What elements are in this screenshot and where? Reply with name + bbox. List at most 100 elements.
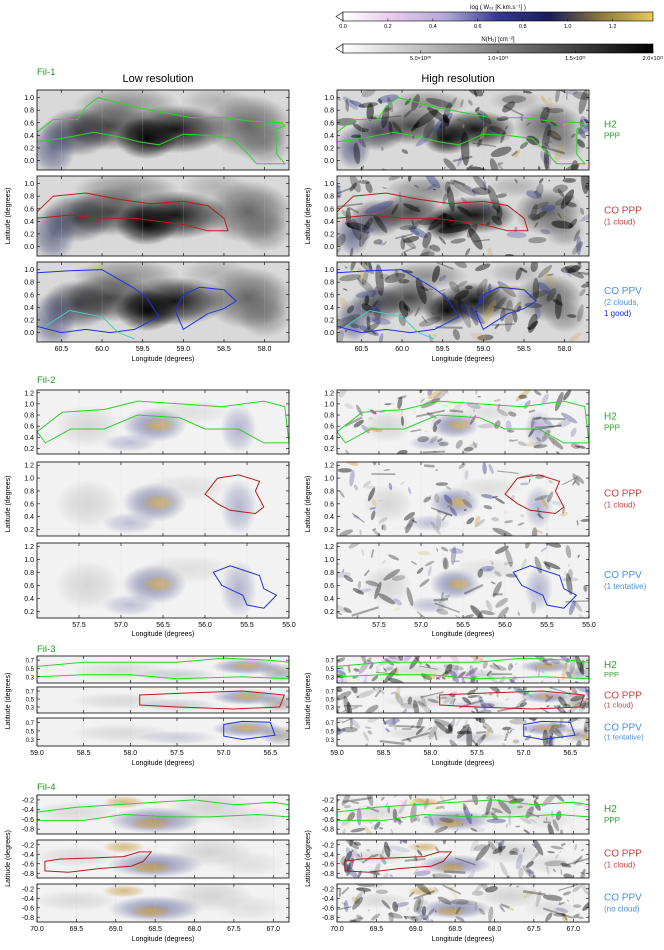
texture-speck xyxy=(417,849,423,857)
texture-speck xyxy=(353,484,358,491)
texture-speck xyxy=(433,873,436,878)
filament-streak xyxy=(471,739,479,746)
contour xyxy=(37,799,289,821)
texture-speck xyxy=(338,274,362,282)
colorbar-tick-label: 0.2 xyxy=(384,24,392,30)
texture-speck xyxy=(486,670,492,677)
filament-group-4: Fil-4-0.2-0.4-0.6-0.8-0.2-0.4-0.6-0.8H2P… xyxy=(5,782,642,943)
texture-speck xyxy=(416,896,424,915)
texture-speck xyxy=(345,98,350,112)
emission-blob xyxy=(259,694,289,712)
y-axis-label: Latitude (degrees) xyxy=(305,188,312,245)
texture-speck xyxy=(554,853,559,860)
panel-image xyxy=(37,176,289,256)
texture-speck xyxy=(565,573,573,595)
colorbar-tick-label: 1.0 xyxy=(564,24,572,30)
emission-blob xyxy=(342,892,410,909)
y-axis-label: Latitude (degrees) xyxy=(5,188,12,245)
y-tick-label: 0.2 xyxy=(24,317,34,324)
panel-image xyxy=(337,687,589,713)
texture-speck xyxy=(394,666,399,677)
texture-speck xyxy=(557,678,560,683)
texture-speck xyxy=(346,305,355,314)
emission-blob xyxy=(337,126,371,170)
colorbar-tick-label: 2.0×10²¹ xyxy=(643,56,664,62)
emission-blob xyxy=(406,797,441,808)
texture-speck xyxy=(456,730,472,735)
texture-speck xyxy=(364,200,394,214)
y-tick-label: 0.5 xyxy=(26,698,35,704)
texture-speck xyxy=(579,659,585,672)
texture-speck xyxy=(366,849,371,852)
y-tick-label: 0.2 xyxy=(24,527,34,534)
texture-speck xyxy=(397,818,402,825)
texture-speck xyxy=(505,125,508,130)
texture-speck xyxy=(350,323,360,329)
texture-speck xyxy=(379,499,382,502)
row-label-line: CO PPP xyxy=(604,206,642,217)
filament-streak xyxy=(421,315,428,324)
y-tick-label: 0.7 xyxy=(26,690,35,696)
texture-speck xyxy=(354,891,363,905)
texture-speck xyxy=(378,98,383,105)
texture-speck xyxy=(544,662,553,666)
texture-speck xyxy=(427,390,442,399)
panel-frame xyxy=(336,686,590,714)
filament-streak xyxy=(519,473,534,478)
filament-streak xyxy=(415,409,446,418)
texture-speck xyxy=(536,507,541,519)
texture-speck xyxy=(436,608,449,615)
emission-blob xyxy=(533,725,561,732)
texture-speck xyxy=(572,91,589,101)
texture-speck xyxy=(558,214,562,220)
texture-speck xyxy=(381,872,389,878)
texture-speck xyxy=(449,548,464,554)
texture-speck xyxy=(348,543,362,549)
texture-speck xyxy=(455,828,459,833)
panel-low-res-2: 0.3 0.5 0.7 xyxy=(26,686,290,714)
x-tick-label: 56.5 xyxy=(456,622,470,629)
texture-speck xyxy=(557,188,565,198)
texture-speck xyxy=(525,869,535,874)
texture-speck xyxy=(393,607,401,612)
texture-speck xyxy=(462,184,481,196)
texture-speck xyxy=(378,242,386,246)
texture-speck xyxy=(431,390,450,404)
texture-speck xyxy=(382,187,387,189)
filament-streak xyxy=(443,870,466,874)
texture-speck xyxy=(473,718,486,724)
texture-speck xyxy=(418,105,423,108)
x-tick-label: 68.5 xyxy=(448,926,462,933)
y-tick-label: -0.6 xyxy=(322,817,334,824)
texture-speck xyxy=(436,122,446,141)
texture-speck xyxy=(443,664,464,671)
y-tick-label: 0.7 xyxy=(326,659,335,665)
texture-speck xyxy=(362,480,372,488)
texture-speck xyxy=(432,424,438,433)
y-tick-label: 0.2 xyxy=(324,317,334,324)
filament-groups: Fil-1 0.0 0.2 0.4 0.6 0.8 1.0 0.0 0.2 0.4 0.6 0.8 1.… xyxy=(5,67,647,943)
y-tick-label: 1.0 xyxy=(24,95,34,102)
texture-speck xyxy=(381,845,386,855)
filament-title: Fil-2 xyxy=(37,375,55,386)
texture-speck xyxy=(401,415,404,427)
texture-speck xyxy=(464,469,469,480)
filament-streak xyxy=(436,262,454,270)
texture-speck xyxy=(496,688,500,698)
texture-speck xyxy=(449,506,458,516)
y-tick-label: 0.6 xyxy=(24,292,34,299)
texture-speck xyxy=(577,554,580,558)
texture-speck xyxy=(428,213,447,231)
panel-image xyxy=(337,795,589,834)
texture-speck xyxy=(343,575,354,583)
emission-blob xyxy=(342,803,410,821)
texture-speck xyxy=(373,462,377,466)
filament-streak xyxy=(500,903,510,909)
texture-speck xyxy=(538,177,544,184)
texture-speck xyxy=(569,656,576,675)
texture-speck xyxy=(462,123,465,129)
texture-speck xyxy=(443,494,453,505)
texture-speck xyxy=(415,277,427,305)
